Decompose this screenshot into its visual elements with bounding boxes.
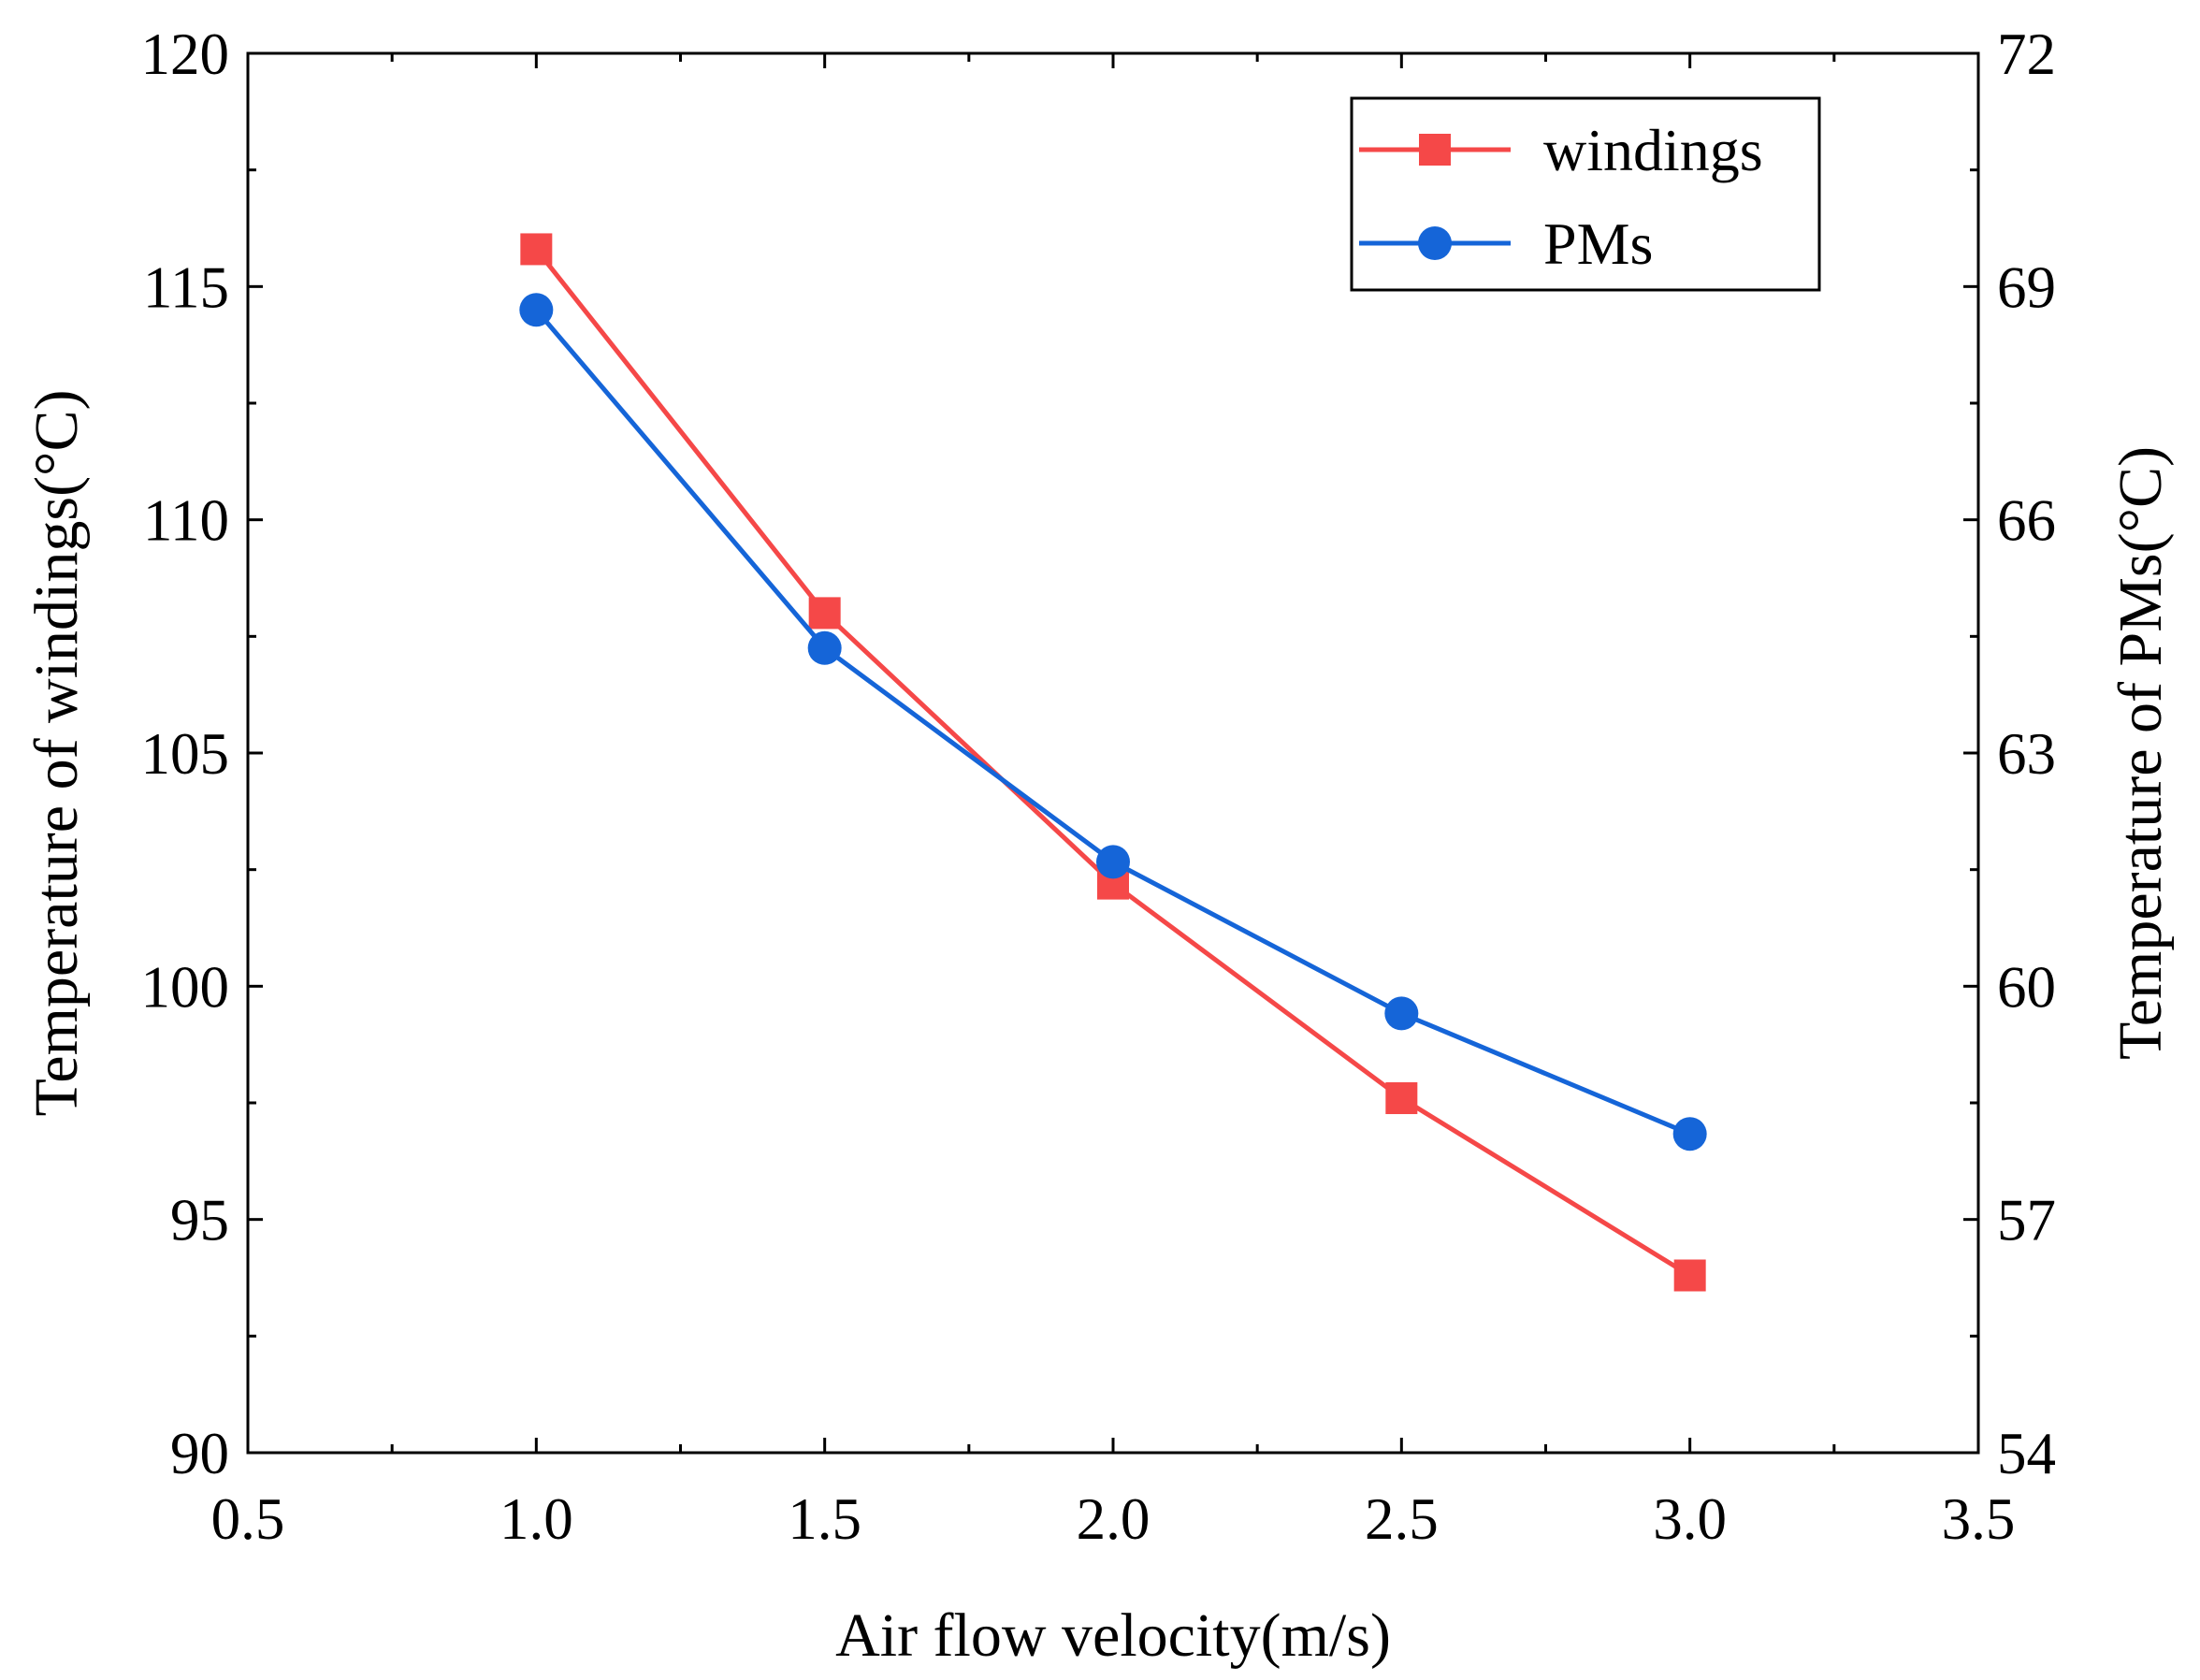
axes-layer: 0.5 1.0 1.5 2.0 2.5 3.0 3.5 90 95 100 105 110 115 120…: [22, 22, 2175, 1670]
legend-marker-PMs: [1418, 226, 1452, 260]
legend-label-PMs: PMs: [1543, 210, 1653, 277]
y-left-tick-label: 110: [143, 488, 229, 554]
y-right-tick-label: 66: [1997, 488, 2056, 554]
data-point-PMs: [1096, 845, 1130, 879]
x-tick-label: 0.5: [211, 1486, 285, 1552]
x-tick-label: 2.5: [1365, 1486, 1439, 1552]
data-point-PMs: [1672, 1117, 1707, 1151]
y-left-tick-label: 100: [141, 954, 230, 1020]
x-axis-title: Air flow velocity(m/s): [835, 1601, 1391, 1670]
y-right-tick-label: 57: [1997, 1188, 2056, 1253]
legend-marker-windings: [1419, 134, 1451, 166]
legend-label-windings: windings: [1543, 117, 1763, 183]
series-line-PMs: [534, 308, 1691, 1137]
y-right-tick-label: 54: [1997, 1421, 2056, 1486]
x-tick-label: 2.0: [1077, 1486, 1151, 1552]
legend: windings PMs: [1350, 96, 1821, 292]
data-point-windings: [1385, 1082, 1418, 1115]
data-point-windings: [1673, 1259, 1706, 1292]
y-right-tick-label: 72: [1997, 22, 2056, 87]
y-left-tick-label: 90: [170, 1421, 229, 1486]
x-tick-label: 1.0: [499, 1486, 573, 1552]
y-left-tick-label: 120: [141, 22, 230, 87]
x-tick-label: 3.5: [1942, 1486, 2016, 1552]
y-right-tick-label: 63: [1997, 721, 2056, 787]
y-right-tick-label: 69: [1997, 254, 2056, 320]
data-point-PMs: [519, 293, 554, 327]
data-point-windings: [808, 597, 841, 630]
y-left-axis-title: Temperature of windings(°C): [22, 390, 91, 1117]
data-point-windings: [520, 233, 553, 266]
y-right-tick-label: 60: [1997, 954, 2056, 1020]
y-left-tick-label: 95: [170, 1188, 229, 1253]
y-right-axis-title: Temperature of PMs(°C): [2106, 446, 2175, 1060]
x-tick-label: 3.0: [1653, 1486, 1727, 1552]
series-line-windings: [534, 247, 1691, 1278]
series-layer: [519, 233, 1707, 1292]
x-tick-label: 1.5: [788, 1486, 861, 1552]
data-point-PMs: [1384, 996, 1419, 1031]
y-left-tick-label: 105: [141, 721, 230, 787]
y-left-tick-label: 115: [143, 254, 229, 320]
data-point-PMs: [807, 630, 842, 665]
